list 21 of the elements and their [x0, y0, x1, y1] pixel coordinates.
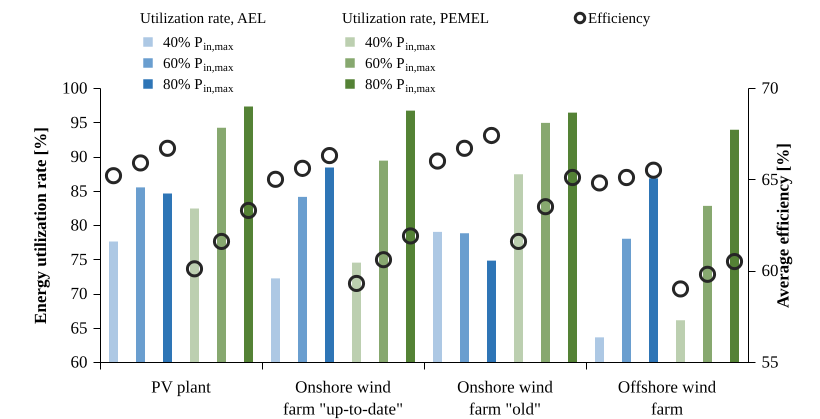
- y-tick-label: 70: [70, 284, 88, 303]
- x-tick-label: Onshore wind farm "up-to-date": [282, 378, 404, 418]
- y2-tick-label: 55: [762, 352, 778, 372]
- y2-tick-label: 65: [762, 170, 778, 189]
- y2-tick-label: 60: [762, 261, 778, 280]
- x-tick-label: PV plant: [151, 378, 212, 396]
- legend-label: Efficiency: [588, 11, 651, 27]
- x-tick-label: Onshore wind farm "old": [457, 378, 554, 418]
- y-tick-label: 85: [70, 181, 88, 200]
- y-tick-label: 80: [70, 216, 88, 234]
- y-tick-label: 75: [70, 250, 88, 269]
- x-tick-label: Offshore wind farm: [618, 378, 717, 418]
- text: Utilization rate, AEL: [140, 11, 266, 27]
- y-tick-label: 95: [70, 112, 88, 132]
- y-tick-label: 65: [70, 318, 88, 338]
- y-axis-title: Energy utilization rate [%]: [31, 127, 50, 324]
- y-tick-label: 100: [62, 78, 88, 98]
- text: Utilization rate, PEMEL: [342, 11, 490, 27]
- y2-tick-label: 70: [762, 78, 778, 98]
- y-tick-label: 90: [70, 147, 88, 166]
- y-tick-label: 60: [70, 352, 88, 372]
